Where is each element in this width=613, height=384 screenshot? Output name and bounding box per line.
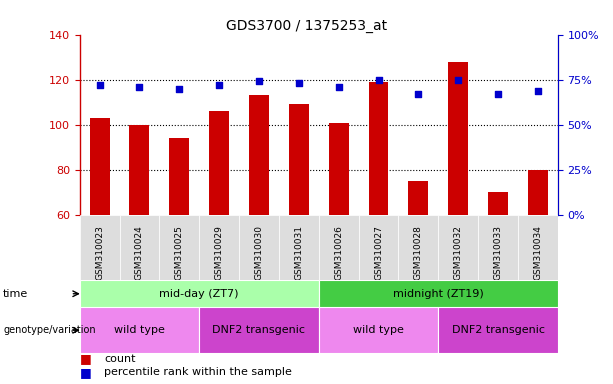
Text: midnight (ZT19): midnight (ZT19) xyxy=(393,289,484,299)
Bar xyxy=(448,62,468,215)
Bar xyxy=(80,215,120,280)
Bar xyxy=(408,181,428,215)
Bar xyxy=(359,215,398,280)
Point xyxy=(333,84,343,90)
Point xyxy=(215,82,224,88)
Point xyxy=(533,88,543,94)
Bar xyxy=(129,125,150,215)
Bar xyxy=(239,215,279,280)
Point xyxy=(134,84,145,90)
Text: genotype/variation: genotype/variation xyxy=(3,325,96,335)
Bar xyxy=(199,215,239,280)
Text: GSM310023: GSM310023 xyxy=(95,225,104,280)
Point xyxy=(454,77,463,83)
Point xyxy=(493,91,503,97)
Text: GSM310031: GSM310031 xyxy=(294,225,303,280)
Bar xyxy=(319,280,558,307)
Bar xyxy=(368,82,389,215)
Point xyxy=(175,86,185,92)
Bar xyxy=(478,215,518,280)
Text: GSM310024: GSM310024 xyxy=(135,225,144,280)
Point xyxy=(94,82,104,88)
Bar xyxy=(80,280,319,307)
Bar xyxy=(319,307,438,353)
Bar xyxy=(169,138,189,215)
Text: mid-day (ZT7): mid-day (ZT7) xyxy=(159,289,239,299)
Text: GSM310028: GSM310028 xyxy=(414,225,423,280)
Text: DNF2 transgenic: DNF2 transgenic xyxy=(213,325,305,335)
Bar xyxy=(279,215,319,280)
Bar xyxy=(80,307,199,353)
Text: ■: ■ xyxy=(80,366,91,379)
Text: GDS3700 / 1375253_at: GDS3700 / 1375253_at xyxy=(226,19,387,33)
Text: GSM310033: GSM310033 xyxy=(493,225,503,280)
Text: percentile rank within the sample: percentile rank within the sample xyxy=(104,367,292,377)
Bar xyxy=(159,215,199,280)
Text: ■: ■ xyxy=(80,353,91,366)
Point xyxy=(373,77,384,83)
Bar xyxy=(488,192,508,215)
Text: GSM310030: GSM310030 xyxy=(254,225,264,280)
Text: wild type: wild type xyxy=(353,325,404,335)
Point xyxy=(294,80,304,86)
Text: GSM310029: GSM310029 xyxy=(215,225,224,280)
Bar xyxy=(120,215,159,280)
Bar xyxy=(199,307,319,353)
Bar xyxy=(518,215,558,280)
Text: GSM310034: GSM310034 xyxy=(533,225,543,280)
Text: GSM310032: GSM310032 xyxy=(454,225,463,280)
Bar xyxy=(329,122,349,215)
Bar xyxy=(319,215,359,280)
Bar xyxy=(249,96,269,215)
Bar xyxy=(438,215,478,280)
Point xyxy=(254,78,264,84)
Text: GSM310025: GSM310025 xyxy=(175,225,184,280)
Text: count: count xyxy=(104,354,135,364)
Bar xyxy=(398,215,438,280)
Point xyxy=(413,91,423,97)
Bar xyxy=(438,307,558,353)
Bar xyxy=(209,111,229,215)
Text: time: time xyxy=(3,289,28,299)
Text: GSM310027: GSM310027 xyxy=(374,225,383,280)
Text: wild type: wild type xyxy=(114,325,165,335)
Bar xyxy=(528,170,548,215)
Text: GSM310026: GSM310026 xyxy=(334,225,343,280)
Text: DNF2 transgenic: DNF2 transgenic xyxy=(452,325,544,335)
Bar xyxy=(89,118,110,215)
Bar xyxy=(289,104,309,215)
